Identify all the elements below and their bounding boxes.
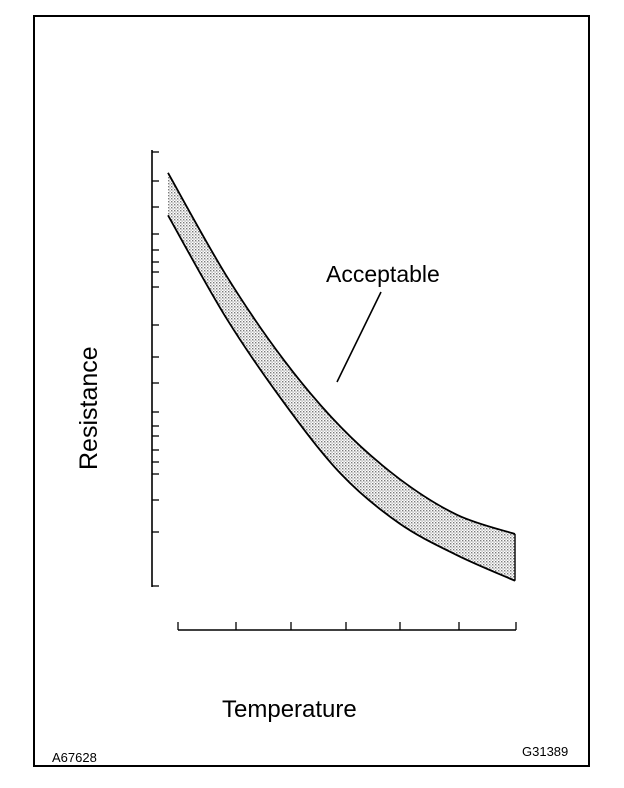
figure-frame <box>33 15 590 767</box>
x-axis <box>177 622 517 631</box>
band-fill <box>168 172 515 581</box>
acceptable-annotation: Acceptable <box>326 261 440 383</box>
acceptable-label: Acceptable <box>326 261 440 287</box>
y-axis-label: Resistance <box>75 346 103 470</box>
y-axis-ticks <box>152 151 159 587</box>
acceptable-band <box>167 172 516 582</box>
figure-code-left: A67628 <box>52 750 97 765</box>
x-axis-label: Temperature <box>222 696 357 723</box>
annotation-leader-line <box>336 291 382 383</box>
figure-code-right: G31389 <box>522 744 568 759</box>
lower-limit-curve <box>167 214 516 582</box>
x-axis-ticks <box>177 622 517 630</box>
y-axis <box>151 150 159 587</box>
upper-limit-curve <box>167 172 516 535</box>
